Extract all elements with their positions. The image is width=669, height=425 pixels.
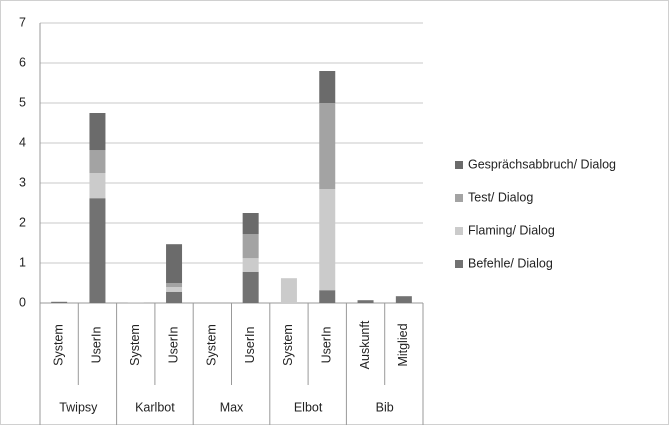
bar-segment: [280, 278, 297, 303]
group-label: Karlbot: [135, 400, 175, 414]
bar-segment: [319, 103, 336, 189]
x-tick-label: UserIn: [320, 327, 334, 364]
x-tick-label: UserIn: [166, 327, 180, 364]
group-label: Twipsy: [59, 400, 98, 414]
bar-segment: [89, 150, 106, 173]
legend-label: Befehle/ Dialog: [468, 256, 553, 270]
bar-segment: [127, 302, 144, 303]
bar-segment: [319, 71, 336, 103]
y-tick-label: 5: [19, 95, 26, 109]
group-label: Elbot: [294, 400, 323, 414]
x-tick-label: Auskunft: [358, 320, 372, 369]
bar-segment: [166, 287, 183, 292]
x-tick-label: System: [51, 324, 65, 366]
legend-swatch: [455, 161, 463, 169]
bar-segment: [89, 173, 106, 199]
bar-segment: [89, 198, 106, 303]
bar-segment: [242, 271, 259, 303]
bar-segment: [319, 189, 336, 291]
y-tick-label: 1: [19, 255, 26, 269]
group-label: Bib: [376, 400, 394, 414]
legend-label: Gesprächsabbruch/ Dialog: [468, 157, 616, 171]
y-tick-label: 6: [19, 55, 26, 69]
bar-segment: [166, 283, 183, 287]
bar-segment: [51, 301, 68, 303]
x-tick-label: UserIn: [90, 327, 104, 364]
y-tick-label: 4: [19, 135, 26, 149]
legend-swatch: [455, 227, 463, 235]
bar-segment: [166, 244, 183, 283]
x-tick-label: System: [128, 324, 142, 366]
x-tick-label: System: [281, 324, 295, 366]
y-tick-label: 0: [19, 295, 26, 309]
legend-label: Flaming/ Dialog: [468, 223, 555, 237]
y-tick-label: 3: [19, 175, 26, 189]
x-tick-label: UserIn: [243, 327, 257, 364]
legend-swatch: [455, 260, 463, 268]
x-tick-label: System: [205, 324, 219, 366]
bar-segment: [166, 291, 183, 303]
legend-label: Test/ Dialog: [468, 190, 533, 204]
y-tick-label: 7: [19, 15, 26, 29]
bar-segment: [89, 113, 106, 151]
bar-segment: [395, 296, 412, 303]
group-label: Max: [220, 400, 244, 414]
bar-segment: [242, 213, 259, 235]
bar-segment: [242, 234, 259, 259]
legend-swatch: [455, 194, 463, 202]
y-tick-label: 2: [19, 215, 26, 229]
bar-segment: [357, 300, 374, 303]
bar-segment: [319, 290, 336, 303]
x-tick-label: Mitglied: [396, 323, 410, 366]
bar-segment: [242, 258, 259, 272]
